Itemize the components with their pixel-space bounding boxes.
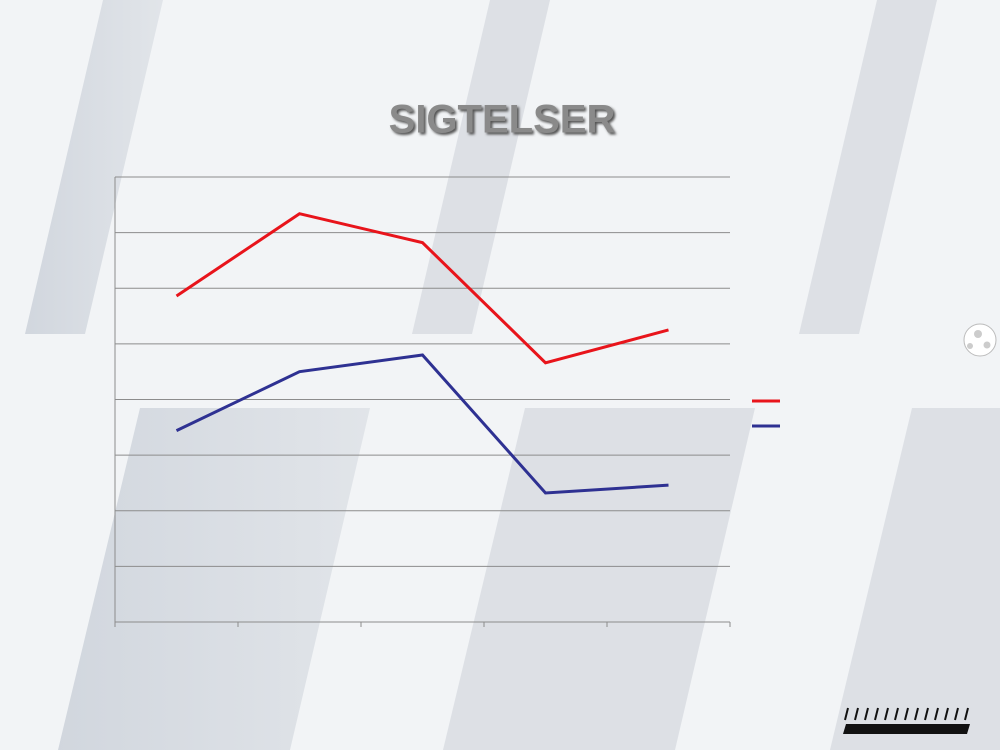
ball-icon	[963, 323, 997, 357]
series-line	[175, 212, 669, 365]
chart-title: SIGTELSER	[389, 98, 616, 142]
title-shadow: SIGTELSER	[391, 100, 618, 144]
decor	[25, 0, 1000, 750]
stripes	[843, 707, 970, 734]
series-line	[175, 353, 669, 495]
plot	[114, 176, 780, 627]
